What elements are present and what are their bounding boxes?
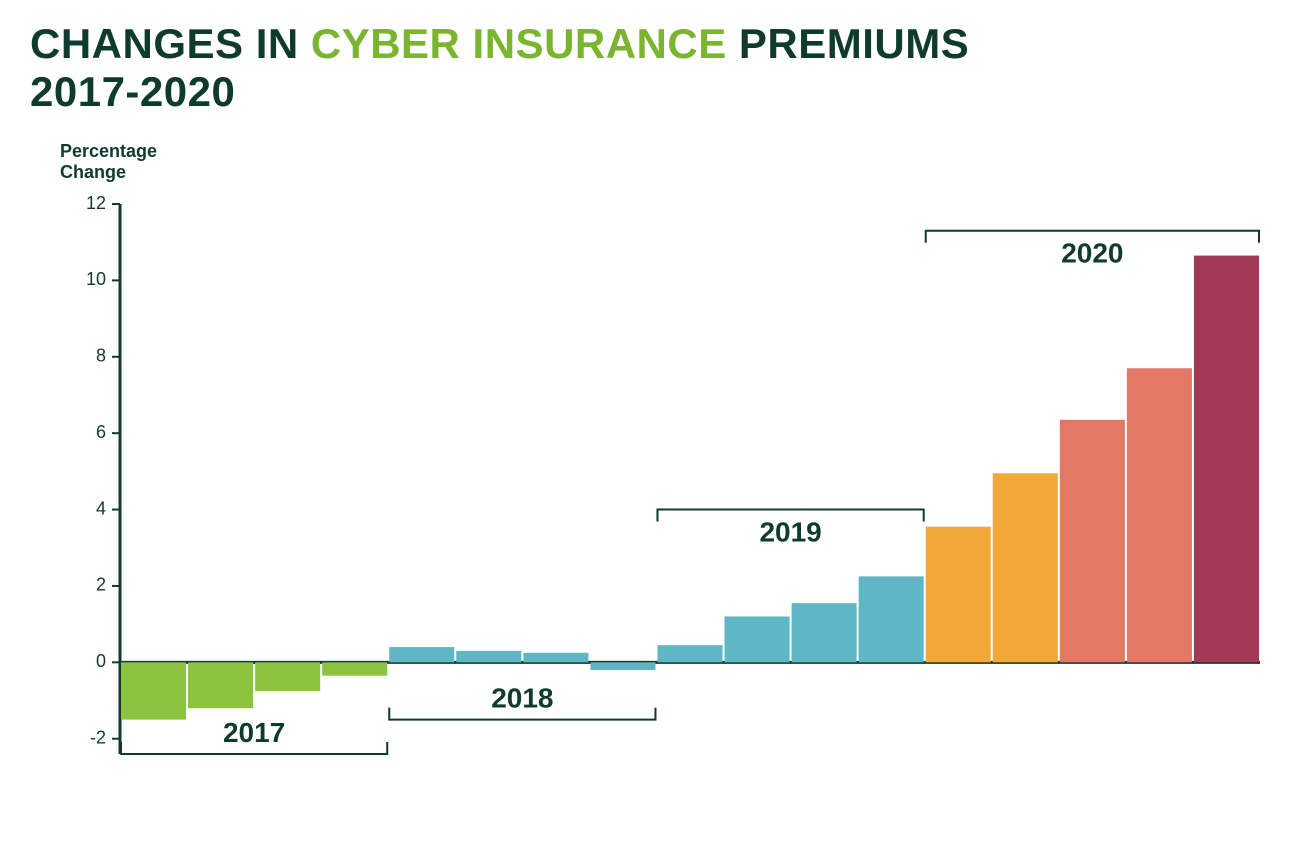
bar [1127,368,1192,662]
bar [255,662,320,691]
bar [590,662,655,670]
bar-chart: -2 0 2 4 6 8 10 12 2017 2018 2019 2020 [60,194,1280,834]
bar [792,603,857,662]
bar [926,527,991,663]
chart-container: Percentage Change -2 0 2 4 6 8 10 12 2017 2018 201… [60,141,1272,834]
svg-text:6: 6 [96,422,106,442]
bar [121,662,186,719]
chart-title: CHANGES IN CYBER INSURANCE PREMIUMS 2017… [30,20,1272,117]
svg-text:10: 10 [86,269,106,289]
year-label: 2017 [223,717,285,748]
bar [322,662,387,675]
year-label: 2020 [1061,238,1123,269]
bar [1060,420,1125,663]
bar [188,662,253,708]
ylabel-line2: Change [60,162,126,182]
svg-text:-2: -2 [90,727,106,747]
svg-text:2: 2 [96,574,106,594]
bar [523,653,588,663]
bar [456,651,521,662]
year-label: 2018 [491,682,553,713]
bar [993,473,1058,662]
year-label: 2019 [759,516,821,547]
ylabel-line1: Percentage [60,141,157,161]
title-line2: 2017-2020 [30,68,235,115]
svg-text:4: 4 [96,498,106,518]
svg-text:0: 0 [96,651,106,671]
title-part1: CHANGES IN [30,20,311,67]
bar [657,645,722,662]
y-axis-label: Percentage Change [60,141,1272,184]
bar [725,616,790,662]
bar [859,576,924,662]
title-part2: PREMIUMS [727,20,970,67]
bar [389,647,454,662]
bar [1194,255,1259,662]
svg-text:12: 12 [86,194,106,213]
svg-text:8: 8 [96,345,106,365]
title-highlight: CYBER INSURANCE [311,20,727,67]
